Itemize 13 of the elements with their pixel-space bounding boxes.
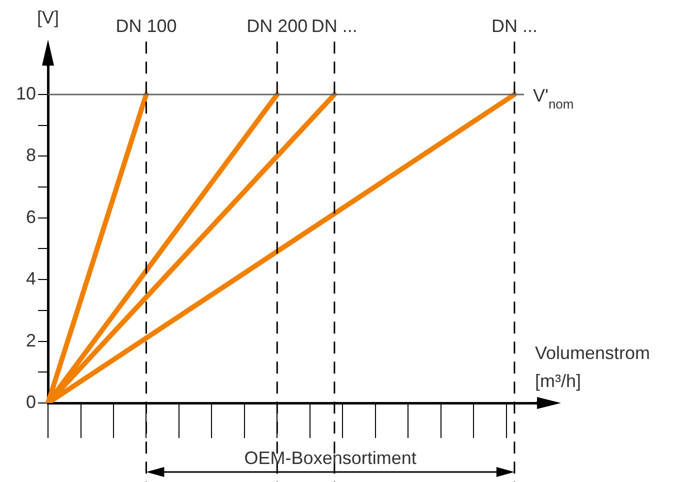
text: OEM-Boxensortiment [244, 448, 416, 468]
y-tick-label: 4 [26, 268, 36, 289]
x-tick-label: DN ... [311, 16, 358, 36]
x-tick-label: DN ... [491, 16, 538, 36]
y-tick-label: 6 [26, 206, 36, 227]
y-tick-label: 2 [26, 330, 36, 350]
x-tick-label: DN 200 [246, 16, 308, 36]
y-tick-label: 8 [26, 145, 36, 166]
x-axis-title: Volumenstrom [m³/h] [535, 343, 650, 391]
x-tick-label: DN 100 [116, 16, 177, 36]
y-tick-label: 10 [16, 83, 36, 104]
y-tick-label: 0 [26, 392, 36, 412]
y-axis-title: [V] [37, 8, 60, 28]
